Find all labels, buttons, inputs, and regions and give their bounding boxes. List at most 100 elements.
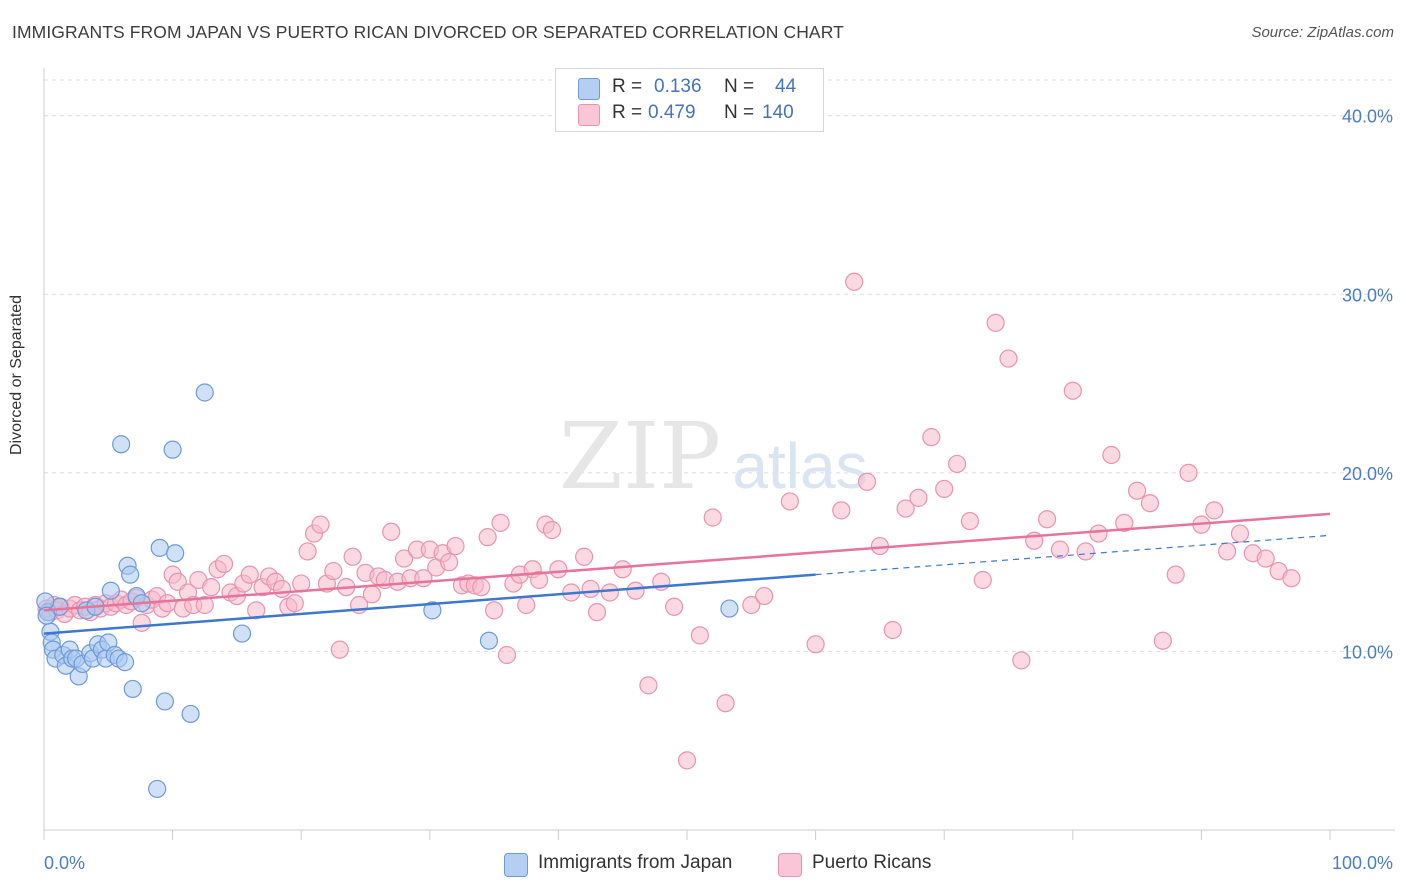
x-tick-label: 0.0%	[44, 853, 85, 873]
data-point-puerto-rican	[973, 570, 992, 590]
data-point-japan	[148, 779, 167, 799]
tick-labels: 10.0% 20.0% 30.0% 40.0% 0.0% 100.0%	[44, 107, 1393, 873]
data-point-puerto-rican	[549, 560, 568, 579]
data-point-puerto-rican	[202, 578, 221, 597]
data-point-puerto-rican	[530, 570, 549, 590]
trend-line-japan-extrapolated	[815, 534, 1331, 576]
legend-r-value: 0.479	[648, 102, 696, 123]
data-point-puerto-rican	[677, 751, 697, 770]
data-point-puerto-rican	[1179, 463, 1198, 482]
legend-r-label: R =	[612, 76, 643, 97]
data-point-puerto-rican	[158, 594, 177, 613]
data-point-puerto-rican	[935, 479, 954, 499]
y-tick-label: 20.0%	[1342, 464, 1393, 484]
legend-r-value: 0.136	[654, 76, 702, 97]
watermark: ZIP atlas	[559, 403, 868, 510]
legend-label-puerto-rican: Puerto Ricans	[812, 852, 932, 873]
trend-line-japan	[43, 573, 816, 635]
data-point-japan	[166, 544, 185, 563]
data-point-puerto-rican	[581, 579, 600, 599]
data-point-puerto-rican	[394, 549, 414, 568]
data-point-japan	[155, 692, 174, 711]
data-point-puerto-rican	[896, 499, 915, 518]
data-point-puerto-rican	[690, 626, 709, 645]
data-point-puerto-rican	[446, 536, 465, 556]
data-point-puerto-rican	[922, 428, 941, 447]
data-point-puerto-rican	[832, 501, 851, 520]
data-point-japan	[479, 631, 499, 650]
trend-line-puerto-rican	[43, 512, 1331, 612]
legend-n-label: N =	[724, 102, 755, 123]
data-point-puerto-rican	[1089, 524, 1108, 543]
data-point-puerto-rican	[1218, 542, 1237, 561]
legend-row-puerto-rican: R = 0.479 N = 140	[578, 102, 818, 126]
data-point-puerto-rican	[1153, 631, 1172, 650]
data-point-puerto-rican	[195, 595, 214, 615]
data-point-puerto-rican	[324, 561, 343, 581]
watermark-zip: ZIP	[559, 403, 721, 510]
data-point-puerto-rican	[1140, 494, 1160, 513]
data-point-puerto-rican	[639, 676, 658, 695]
data-point-puerto-rican	[1076, 542, 1095, 561]
data-point-puerto-rican	[214, 554, 234, 574]
data-point-puerto-rican	[285, 594, 304, 613]
data-point-puerto-rican	[240, 565, 259, 584]
data-point-puerto-rican	[542, 520, 562, 540]
data-point-puerto-rican	[1050, 540, 1070, 559]
data-point-puerto-rican	[311, 515, 330, 534]
data-point-puerto-rican	[362, 585, 382, 604]
data-point-puerto-rican	[298, 542, 317, 561]
data-point-puerto-rican	[497, 645, 517, 665]
data-point-japan	[112, 435, 131, 454]
data-point-puerto-rican	[439, 553, 459, 572]
data-point-puerto-rican	[330, 640, 349, 659]
data-point-puerto-rican	[1256, 549, 1275, 568]
watermark-atlas: atlas	[732, 430, 867, 502]
data-point-japan	[195, 383, 214, 402]
data-point-puerto-rican	[1012, 651, 1031, 670]
y-tick-label: 30.0%	[1342, 285, 1393, 305]
legend-swatch-puerto-rican	[578, 104, 600, 126]
bottom-legend-japan: Immigrants from Japan	[504, 852, 754, 877]
data-point-puerto-rican	[272, 579, 292, 599]
data-point-puerto-rican	[132, 613, 151, 632]
data-point-puerto-rican	[999, 349, 1018, 368]
data-point-puerto-rican	[1102, 445, 1121, 465]
data-point-japan	[115, 653, 135, 672]
y-axis-label: Divorced or Separated	[8, 294, 25, 455]
data-point-puerto-rican	[742, 595, 761, 615]
data-point-puerto-rican	[343, 547, 362, 566]
data-point-puerto-rican	[485, 601, 504, 620]
data-point-puerto-rican	[626, 581, 645, 600]
data-point-puerto-rican	[587, 603, 607, 622]
data-point-puerto-rican	[613, 560, 632, 579]
data-points	[36, 272, 1301, 799]
data-point-puerto-rican	[478, 528, 497, 547]
data-point-japan	[163, 440, 182, 459]
legend-swatch-japan	[578, 78, 600, 100]
legend-r-label: R =	[612, 102, 643, 123]
data-point-japan	[720, 599, 739, 618]
data-point-puerto-rican	[1037, 510, 1057, 529]
data-point-puerto-rican	[716, 694, 735, 713]
data-point-puerto-rican	[1205, 501, 1224, 520]
data-point-puerto-rican	[755, 586, 774, 606]
data-point-puerto-rican	[960, 511, 980, 531]
y-tick-label: 40.0%	[1342, 107, 1393, 127]
data-point-puerto-rican	[382, 522, 401, 541]
data-point-japan	[123, 679, 142, 699]
data-point-puerto-rican	[665, 597, 684, 616]
legend-swatch-japan	[504, 853, 528, 877]
legend-label-japan: Immigrants from Japan	[538, 852, 733, 873]
data-point-puerto-rican	[883, 620, 902, 640]
data-point-japan	[150, 538, 169, 557]
legend-n-value: 140	[762, 102, 794, 123]
data-point-puerto-rican	[1282, 569, 1301, 588]
y-tick-label: 10.0%	[1342, 642, 1393, 662]
data-point-puerto-rican	[947, 454, 967, 474]
grid	[44, 79, 1395, 652]
chart-title: IMMIGRANTS FROM JAPAN VS PUERTO RICAN DI…	[12, 22, 844, 42]
data-point-puerto-rican	[845, 272, 864, 291]
data-point-puerto-rican	[247, 601, 266, 620]
